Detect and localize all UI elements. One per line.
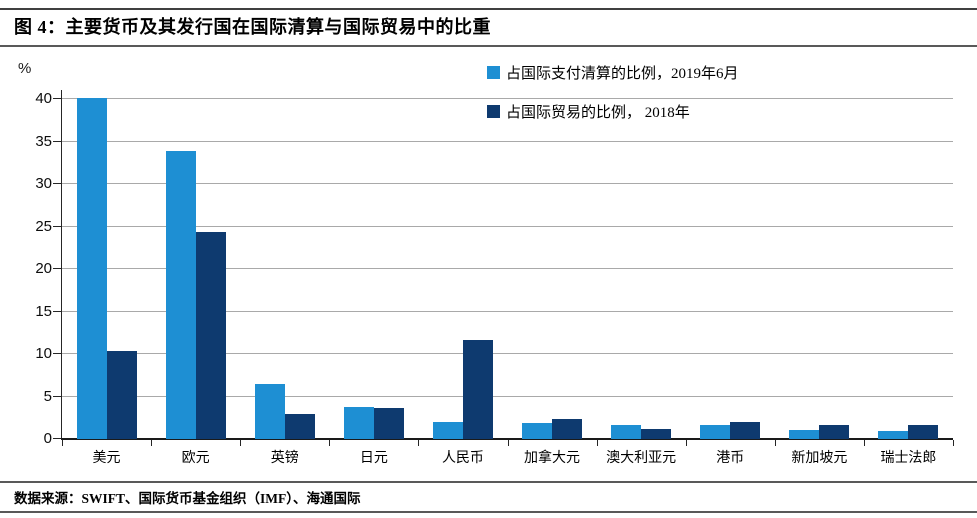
legend-item-trade-share: 占国际贸易的比例， 2018年 — [487, 101, 690, 122]
legend-label-settlement: 占国际支付清算的比例，2019年6月 — [506, 66, 739, 82]
bar-settlement — [343, 406, 374, 439]
x-axis-tick — [953, 440, 954, 446]
category-group — [686, 64, 775, 439]
y-axis-tick — [53, 438, 61, 439]
y-axis-tick-label: 5 — [43, 387, 52, 405]
gridline-20 — [62, 268, 953, 269]
y-axis-tick — [53, 183, 61, 184]
x-axis-tick — [418, 440, 420, 446]
bar-trade — [819, 425, 850, 439]
legend-swatch-settlement — [487, 66, 500, 79]
x-axis-tick — [774, 440, 776, 446]
figure-title: 图 4：主要货币及其发行国在国际清算与国际贸易中的比重 — [14, 17, 491, 37]
data-source-note: 数据来源：SWIFT、国际货币基金组织（IMF）、海通国际 — [14, 491, 361, 506]
bar-trade — [373, 407, 404, 439]
x-axis-tick — [685, 440, 687, 446]
category-group — [597, 64, 686, 439]
x-axis-category-label: 新加坡元 — [791, 451, 848, 466]
y-axis-unit-label: % — [18, 60, 32, 77]
y-axis-tick — [53, 395, 61, 397]
y-axis-line — [61, 90, 62, 439]
y-axis-tick-label: 35 — [35, 132, 52, 150]
x-axis-tick — [62, 440, 63, 446]
x-axis-category-label: 澳大利亚元 — [606, 451, 677, 466]
gridline-5 — [62, 395, 953, 397]
x-axis-category-label: 加拿大元 — [524, 451, 581, 466]
y-axis-tick-label: 40 — [35, 90, 52, 107]
x-axis-tick — [863, 440, 865, 446]
x-axis-category-label: 港币 — [716, 451, 745, 466]
plot-area: 0 5 10 15 20 25 30 35 40 美元 欧元 英镑 日元 人民币 加拿大元 澳大利亚元 港币 新加… — [35, 64, 954, 466]
gridline-40 — [62, 98, 953, 99]
source-divider-rule — [0, 481, 977, 483]
x-axis-line — [61, 438, 953, 440]
bar-trade — [552, 419, 583, 439]
gridline-30 — [62, 183, 953, 184]
category-group — [151, 64, 240, 439]
bar-trade — [195, 231, 226, 439]
y-axis-tick-label: 0 — [43, 430, 52, 447]
x-axis-category-label: 欧元 — [181, 451, 210, 466]
x-axis-tick — [507, 440, 509, 446]
x-axis-category-label: 美元 — [92, 451, 121, 466]
bar-settlement — [254, 383, 285, 439]
y-axis-tick-label: 15 — [35, 302, 52, 320]
bar-trade — [462, 340, 493, 439]
legend-swatch-trade — [487, 105, 500, 118]
bar-settlement — [522, 422, 553, 439]
gridline-25 — [62, 225, 953, 227]
legend-label-trade: 占国际贸易的比例， 2018年 — [506, 105, 690, 121]
legend-item-settlement-share: 占国际支付清算的比例，2019年6月 — [487, 62, 739, 83]
x-axis-tick — [151, 440, 153, 446]
category-group — [240, 64, 329, 439]
bar-settlement — [76, 98, 107, 439]
category-group — [329, 64, 418, 439]
bar-trade — [641, 428, 672, 439]
x-axis-tick — [240, 440, 242, 446]
x-axis-category-label: 人民币 — [441, 451, 484, 466]
bar-settlement — [789, 429, 820, 439]
y-axis-tick-label: 30 — [35, 175, 52, 192]
bar-trade — [730, 422, 761, 439]
bar-settlement — [878, 431, 909, 439]
y-axis-tick — [53, 310, 61, 312]
x-axis-tick — [596, 440, 598, 446]
category-group — [864, 64, 953, 439]
y-axis-tick — [53, 225, 61, 227]
category-group — [508, 64, 597, 439]
bar-settlement — [165, 150, 196, 439]
x-axis-category-label: 日元 — [359, 451, 388, 466]
bar-settlement — [700, 425, 731, 439]
x-axis-category-label: 英镑 — [270, 451, 299, 466]
bottom-rule — [0, 511, 977, 513]
category-group — [62, 64, 151, 439]
gridline-35 — [62, 140, 953, 142]
bar-trade — [284, 413, 315, 439]
category-group — [775, 64, 864, 439]
bar-trade — [106, 350, 137, 439]
y-axis-tick-label: 10 — [35, 345, 52, 362]
category-group — [418, 64, 507, 439]
y-axis-tick — [53, 98, 61, 99]
y-axis-tick-label: 25 — [35, 217, 52, 235]
title-divider-rule — [0, 45, 977, 47]
y-axis-tick — [53, 140, 61, 142]
y-axis-tick — [53, 268, 61, 269]
top-rule — [0, 8, 977, 10]
x-axis-category-label: 瑞士法郎 — [880, 451, 937, 466]
y-axis-tick-label: 20 — [35, 260, 52, 277]
bar-trade — [908, 425, 939, 439]
bar-settlement — [611, 424, 642, 439]
gridline-15 — [62, 310, 953, 312]
y-axis-tick — [53, 353, 61, 354]
bar-settlement — [432, 422, 463, 439]
gridline-10 — [62, 353, 953, 354]
x-axis-tick — [329, 440, 331, 446]
